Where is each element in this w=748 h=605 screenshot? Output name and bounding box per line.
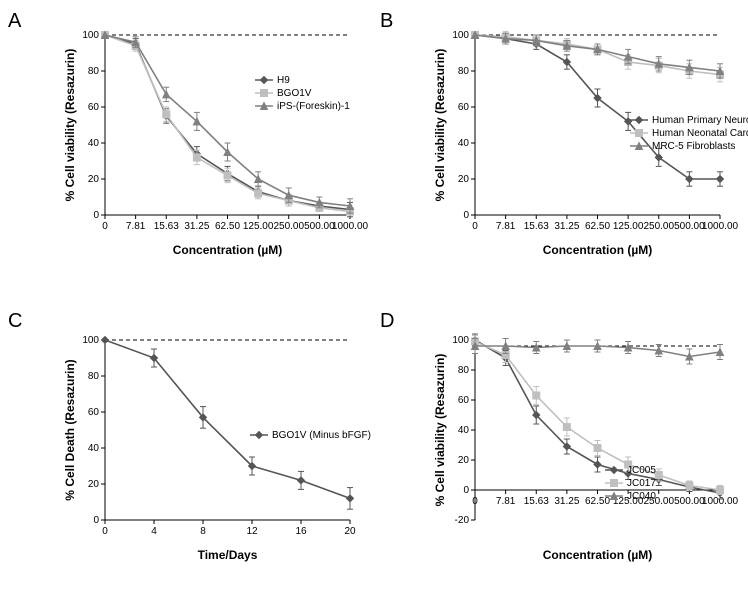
- svg-text:80: 80: [458, 365, 470, 376]
- svg-text:0: 0: [472, 496, 478, 507]
- svg-text:JC017: JC017: [627, 478, 656, 489]
- svg-text:0: 0: [463, 485, 469, 496]
- svg-text:60: 60: [458, 102, 470, 113]
- svg-text:40: 40: [88, 138, 100, 149]
- svg-text:500.00: 500.00: [304, 221, 335, 232]
- svg-text:0: 0: [102, 526, 108, 537]
- svg-text:250.00: 250.00: [643, 221, 674, 232]
- svg-text:20: 20: [458, 455, 470, 466]
- svg-text:100: 100: [82, 30, 99, 41]
- svg-text:0: 0: [472, 221, 478, 232]
- svg-text:JC005: JC005: [627, 465, 656, 476]
- svg-text:Time/Days: Time/Days: [198, 548, 258, 562]
- svg-text:20: 20: [344, 526, 356, 537]
- svg-text:125.00: 125.00: [613, 221, 644, 232]
- svg-text:125.00: 125.00: [243, 221, 274, 232]
- svg-text:0: 0: [102, 221, 108, 232]
- svg-text:BGO1V (Minus bFGF): BGO1V (Minus bFGF): [272, 430, 371, 441]
- svg-text:62.50: 62.50: [585, 221, 610, 232]
- svg-text:-20: -20: [455, 515, 470, 526]
- svg-text:31.25: 31.25: [184, 221, 209, 232]
- panel-label-b: B: [380, 10, 393, 33]
- svg-text:iPS-(Foreskin)-1: iPS-(Foreskin)-1: [277, 101, 350, 112]
- svg-text:40: 40: [458, 425, 470, 436]
- svg-text:80: 80: [88, 371, 100, 382]
- chart-c: 0 20 40 60 80 100 0 4 8 12 16 20 Time/Days % Cell Dea…: [60, 330, 360, 565]
- chart-d: -2002040608010007.8115.6331.2562.50125.0…: [430, 330, 730, 565]
- svg-text:15.63: 15.63: [154, 221, 179, 232]
- svg-text:100: 100: [82, 335, 99, 346]
- svg-text:20: 20: [88, 479, 100, 490]
- svg-text:20: 20: [458, 174, 470, 185]
- svg-text:100: 100: [452, 30, 469, 41]
- svg-text:250.00: 250.00: [273, 221, 304, 232]
- svg-text:0: 0: [93, 515, 99, 526]
- svg-text:1000.00: 1000.00: [702, 221, 739, 232]
- svg-text:20: 20: [88, 174, 100, 185]
- svg-text:BGO1V: BGO1V: [277, 88, 312, 99]
- svg-text:0: 0: [93, 210, 99, 221]
- chart-b: 0 20 40 60 80 100 0 7.81 15.63 31.25 62.50125.0025…: [430, 25, 730, 260]
- svg-text:JC040: JC040: [627, 491, 656, 502]
- svg-text:15.63: 15.63: [524, 496, 549, 507]
- svg-text:MRC-5 Fibroblasts: MRC-5 Fibroblasts: [652, 141, 735, 152]
- svg-text:Human Primary Neurons: Human Primary Neurons: [652, 115, 748, 126]
- svg-text:60: 60: [458, 395, 470, 406]
- svg-text:7.81: 7.81: [126, 221, 146, 232]
- svg-text:31.25: 31.25: [554, 221, 579, 232]
- svg-text:7.81: 7.81: [496, 496, 516, 507]
- panel-label-c: C: [8, 310, 22, 333]
- svg-text:16: 16: [295, 526, 307, 537]
- svg-text:Concentration (µM): Concentration (µM): [543, 243, 653, 257]
- svg-text:80: 80: [458, 66, 470, 77]
- svg-text:Human Neonatal Cardiomyocytes: Human Neonatal Cardiomyocytes: [652, 128, 748, 139]
- panel-label-a: A: [8, 10, 21, 33]
- svg-text:80: 80: [88, 66, 100, 77]
- svg-text:60: 60: [88, 102, 100, 113]
- svg-text:60: 60: [88, 407, 100, 418]
- svg-text:H9: H9: [277, 75, 290, 86]
- svg-text:% Cell viability (Resazurin): % Cell viability (Resazurin): [63, 49, 77, 202]
- svg-text:12: 12: [246, 526, 258, 537]
- svg-text:% Cell Death (Resazurin): % Cell Death (Resazurin): [63, 359, 77, 500]
- svg-text:62.50: 62.50: [215, 221, 240, 232]
- svg-text:4: 4: [151, 526, 157, 537]
- svg-text:% Cell viability (Resazurin): % Cell viability (Resazurin): [433, 49, 447, 202]
- svg-text:8: 8: [200, 526, 206, 537]
- svg-text:0: 0: [463, 210, 469, 221]
- svg-text:40: 40: [88, 443, 100, 454]
- svg-text:62.50: 62.50: [585, 496, 610, 507]
- svg-text:500.00: 500.00: [674, 496, 705, 507]
- svg-text:Concentration (µM): Concentration (µM): [543, 548, 653, 562]
- svg-text:Concentration (µM): Concentration (µM): [173, 243, 283, 257]
- panel-label-d: D: [380, 310, 394, 333]
- svg-text:100: 100: [452, 335, 469, 346]
- svg-text:40: 40: [458, 138, 470, 149]
- chart-a: 0 20 40 60 80 100 0 7.81 15.63 31.25 62.50125.0025…: [60, 25, 360, 260]
- svg-text:31.25: 31.25: [554, 496, 579, 507]
- svg-text:15.63: 15.63: [524, 221, 549, 232]
- svg-text:500.00: 500.00: [674, 221, 705, 232]
- svg-text:1000.00: 1000.00: [332, 221, 369, 232]
- svg-text:7.81: 7.81: [496, 221, 516, 232]
- svg-text:% Cell viability (Resazurin): % Cell viability (Resazurin): [433, 354, 447, 507]
